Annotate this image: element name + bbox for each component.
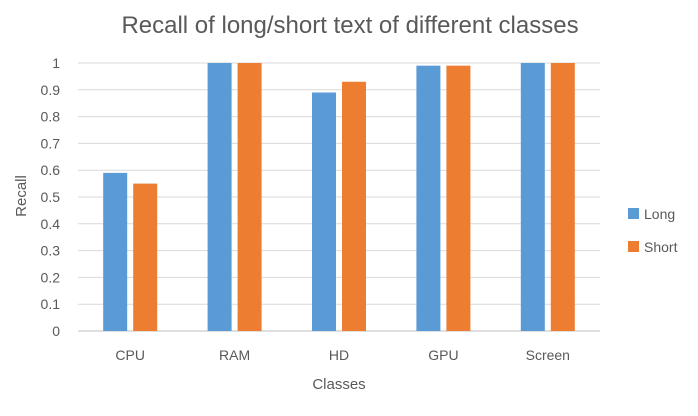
x-tick-label: GPU	[428, 347, 458, 363]
legend: Long Short	[628, 206, 678, 255]
x-axis-label: Classes	[312, 376, 365, 393]
y-tick-label: 0.7	[41, 135, 61, 151]
y-tick-label: 0.5	[41, 189, 61, 205]
bar-short-cpu	[133, 183, 158, 331]
legend-swatch-long	[628, 208, 639, 219]
y-tick-label: 0.8	[41, 109, 61, 125]
bar-short-gpu	[446, 65, 471, 332]
legend-label-short: Short	[644, 239, 678, 255]
bar-short-screen	[550, 63, 575, 331]
bar-long-gpu	[416, 65, 441, 332]
legend-label-long: Long	[644, 206, 675, 222]
x-tick-label: Screen	[526, 347, 570, 363]
chart-title: Recall of long/short text of different c…	[121, 12, 578, 39]
y-axis-label: Recall	[13, 175, 30, 217]
x-tick-label: HD	[329, 347, 349, 363]
y-tick-labels: 0 0.1 0.2 0.3 0.4 0.5 0.6 0.7 0.8 0.9 1	[41, 55, 61, 339]
bar-long-screen	[520, 63, 545, 331]
bar-long-ram	[207, 63, 232, 331]
y-tick-label: 0.2	[41, 269, 61, 285]
gridlines	[78, 62, 600, 332]
bar-short-ram	[237, 63, 262, 331]
legend-swatch-short	[628, 241, 639, 252]
x-tick-label: CPU	[115, 347, 145, 363]
bars	[103, 63, 575, 332]
y-tick-label: 0.4	[41, 216, 61, 232]
bar-long-hd	[312, 92, 336, 331]
y-tick-label: 0.9	[41, 82, 61, 98]
y-tick-label: 0.3	[41, 243, 61, 259]
y-tick-label: 0.1	[41, 296, 61, 312]
x-tick-labels: CPU RAM HD GPU Screen	[115, 347, 570, 363]
y-tick-label: 0.6	[41, 162, 61, 178]
bar-short-hd	[342, 81, 366, 331]
x-tick-label: RAM	[219, 347, 250, 363]
y-tick-label: 1	[52, 55, 60, 71]
bar-long-cpu	[103, 172, 128, 331]
y-tick-label: 0	[52, 323, 60, 339]
